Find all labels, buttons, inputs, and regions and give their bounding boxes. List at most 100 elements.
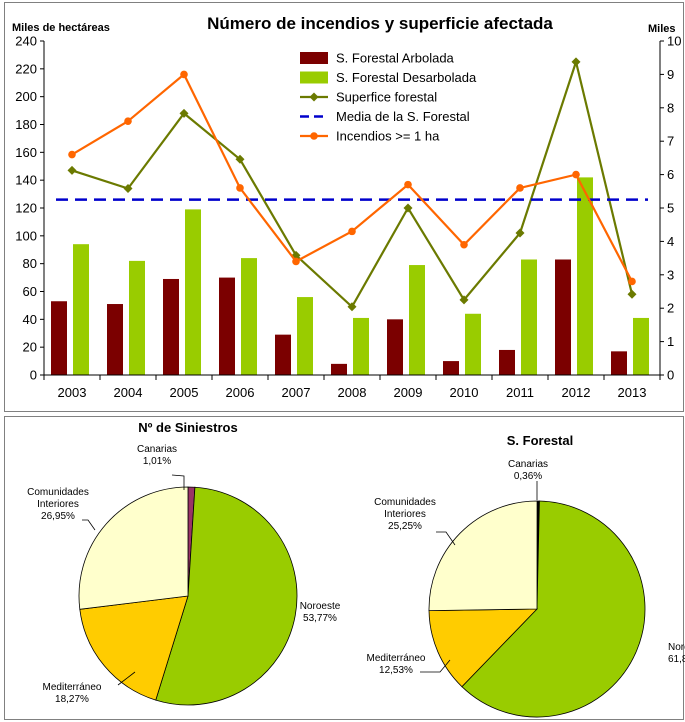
bar — [387, 319, 403, 375]
slice-value-label: 61,87% — [668, 654, 685, 665]
bar — [633, 317, 649, 375]
slice-value-label: 53,77% — [303, 613, 337, 624]
slice-label: Interiores — [37, 499, 79, 510]
data-point — [68, 150, 76, 159]
data-point — [571, 57, 581, 67]
y-tick-label: 100 — [15, 228, 37, 243]
data-point — [348, 227, 356, 236]
y-axis-label: Miles de hectáreas — [12, 22, 110, 34]
bar — [51, 301, 67, 375]
bar — [409, 265, 425, 375]
bar — [219, 277, 235, 375]
x-tick-label: 2007 — [282, 385, 311, 400]
data-point — [67, 165, 77, 175]
y-tick-label: 160 — [15, 145, 37, 160]
slice-label: Comunidades — [374, 497, 436, 508]
bar — [555, 259, 571, 375]
y2-tick-label: 3 — [667, 267, 674, 282]
bar — [241, 258, 257, 375]
data-point — [627, 289, 637, 299]
slice-value-label: 1,01% — [143, 456, 171, 467]
y2-tick-label: 1 — [667, 334, 674, 349]
y2-tick-label: 8 — [667, 100, 674, 115]
combo-chart: Número de incendios y superficie afectad… — [12, 14, 681, 400]
legend-label: Superfice forestal — [336, 90, 437, 105]
x-tick-label: 2009 — [394, 385, 423, 400]
data-point — [515, 228, 525, 238]
data-point — [572, 170, 580, 179]
legend-label: S. Forestal Arbolada — [336, 51, 455, 66]
leader-line — [420, 659, 451, 673]
y-tick-label: 200 — [15, 89, 37, 104]
data-point — [236, 184, 244, 192]
legend-marker — [310, 132, 318, 140]
y-tick-label: 240 — [15, 34, 37, 49]
y-tick-label: 40 — [23, 312, 37, 327]
y2-tick-label: 6 — [667, 167, 674, 182]
slice-label: Comunidades — [27, 487, 89, 498]
data-point — [403, 203, 413, 213]
bar — [73, 244, 89, 375]
y2-axis-label: Miles — [648, 23, 676, 35]
bar — [577, 177, 593, 375]
data-point — [124, 117, 132, 125]
slice-value-label: 0,36% — [514, 471, 542, 482]
slice-label: Interiores — [384, 509, 426, 520]
slice-label: Mediterráneo — [43, 682, 102, 693]
slice-value-label: 25,25% — [388, 521, 422, 532]
pie-slice — [428, 500, 538, 612]
bar — [275, 334, 291, 375]
pie2-title: S. Forestal — [507, 433, 573, 448]
y-tick-label: 0 — [30, 368, 37, 383]
y-tick-label: 180 — [15, 117, 37, 132]
data-point — [404, 180, 412, 189]
y2-tick-label: 2 — [667, 301, 674, 316]
data-point — [460, 240, 468, 249]
data-point — [628, 277, 636, 286]
data-point — [516, 184, 524, 192]
leader-line — [171, 474, 185, 490]
bar — [353, 317, 369, 375]
bar — [611, 351, 627, 375]
slice-label: Canarias — [508, 459, 548, 470]
bar — [107, 304, 123, 375]
pie-slice — [78, 486, 189, 610]
y2-tick-label: 9 — [667, 67, 674, 82]
bar — [297, 297, 313, 375]
bar — [443, 361, 459, 375]
x-tick-label: 2003 — [58, 385, 87, 400]
data-point — [123, 184, 133, 194]
x-tick-label: 2006 — [226, 385, 255, 400]
bar — [185, 209, 201, 375]
leader-line — [82, 519, 96, 531]
data-point — [180, 70, 188, 79]
slice-label: Noroeste — [300, 601, 341, 612]
legend-label: Incendios >= 1 ha — [336, 129, 440, 144]
y-tick-label: 60 — [23, 284, 37, 299]
y2-tick-label: 7 — [667, 134, 674, 149]
x-tick-label: 2010 — [450, 385, 479, 400]
bar — [129, 260, 145, 375]
slice-value-label: 12,53% — [379, 665, 413, 676]
slice-label: Mediterráneo — [367, 653, 426, 664]
y-tick-label: 80 — [23, 256, 37, 271]
leader-line — [117, 671, 136, 686]
slice-label: Canarias — [137, 444, 177, 455]
chart-title: Número de incendios y superficie afectad… — [207, 14, 553, 33]
y2-tick-label: 5 — [667, 201, 674, 216]
data-point — [235, 154, 245, 164]
x-tick-label: 2013 — [618, 385, 647, 400]
slice-value-label: 26,95% — [41, 511, 75, 522]
y-tick-label: 120 — [15, 201, 37, 216]
x-tick-label: 2011 — [506, 385, 534, 400]
pie-slice — [79, 595, 189, 701]
pie-slice — [428, 608, 538, 688]
legend-label: S. Forestal Desarbolada — [336, 70, 477, 85]
bar — [521, 259, 537, 375]
leader-line — [436, 531, 456, 546]
data-point — [347, 302, 357, 312]
slice-label: Noroeste — [668, 642, 685, 653]
y2-tick-label: 0 — [667, 368, 674, 383]
data-point — [291, 250, 301, 260]
